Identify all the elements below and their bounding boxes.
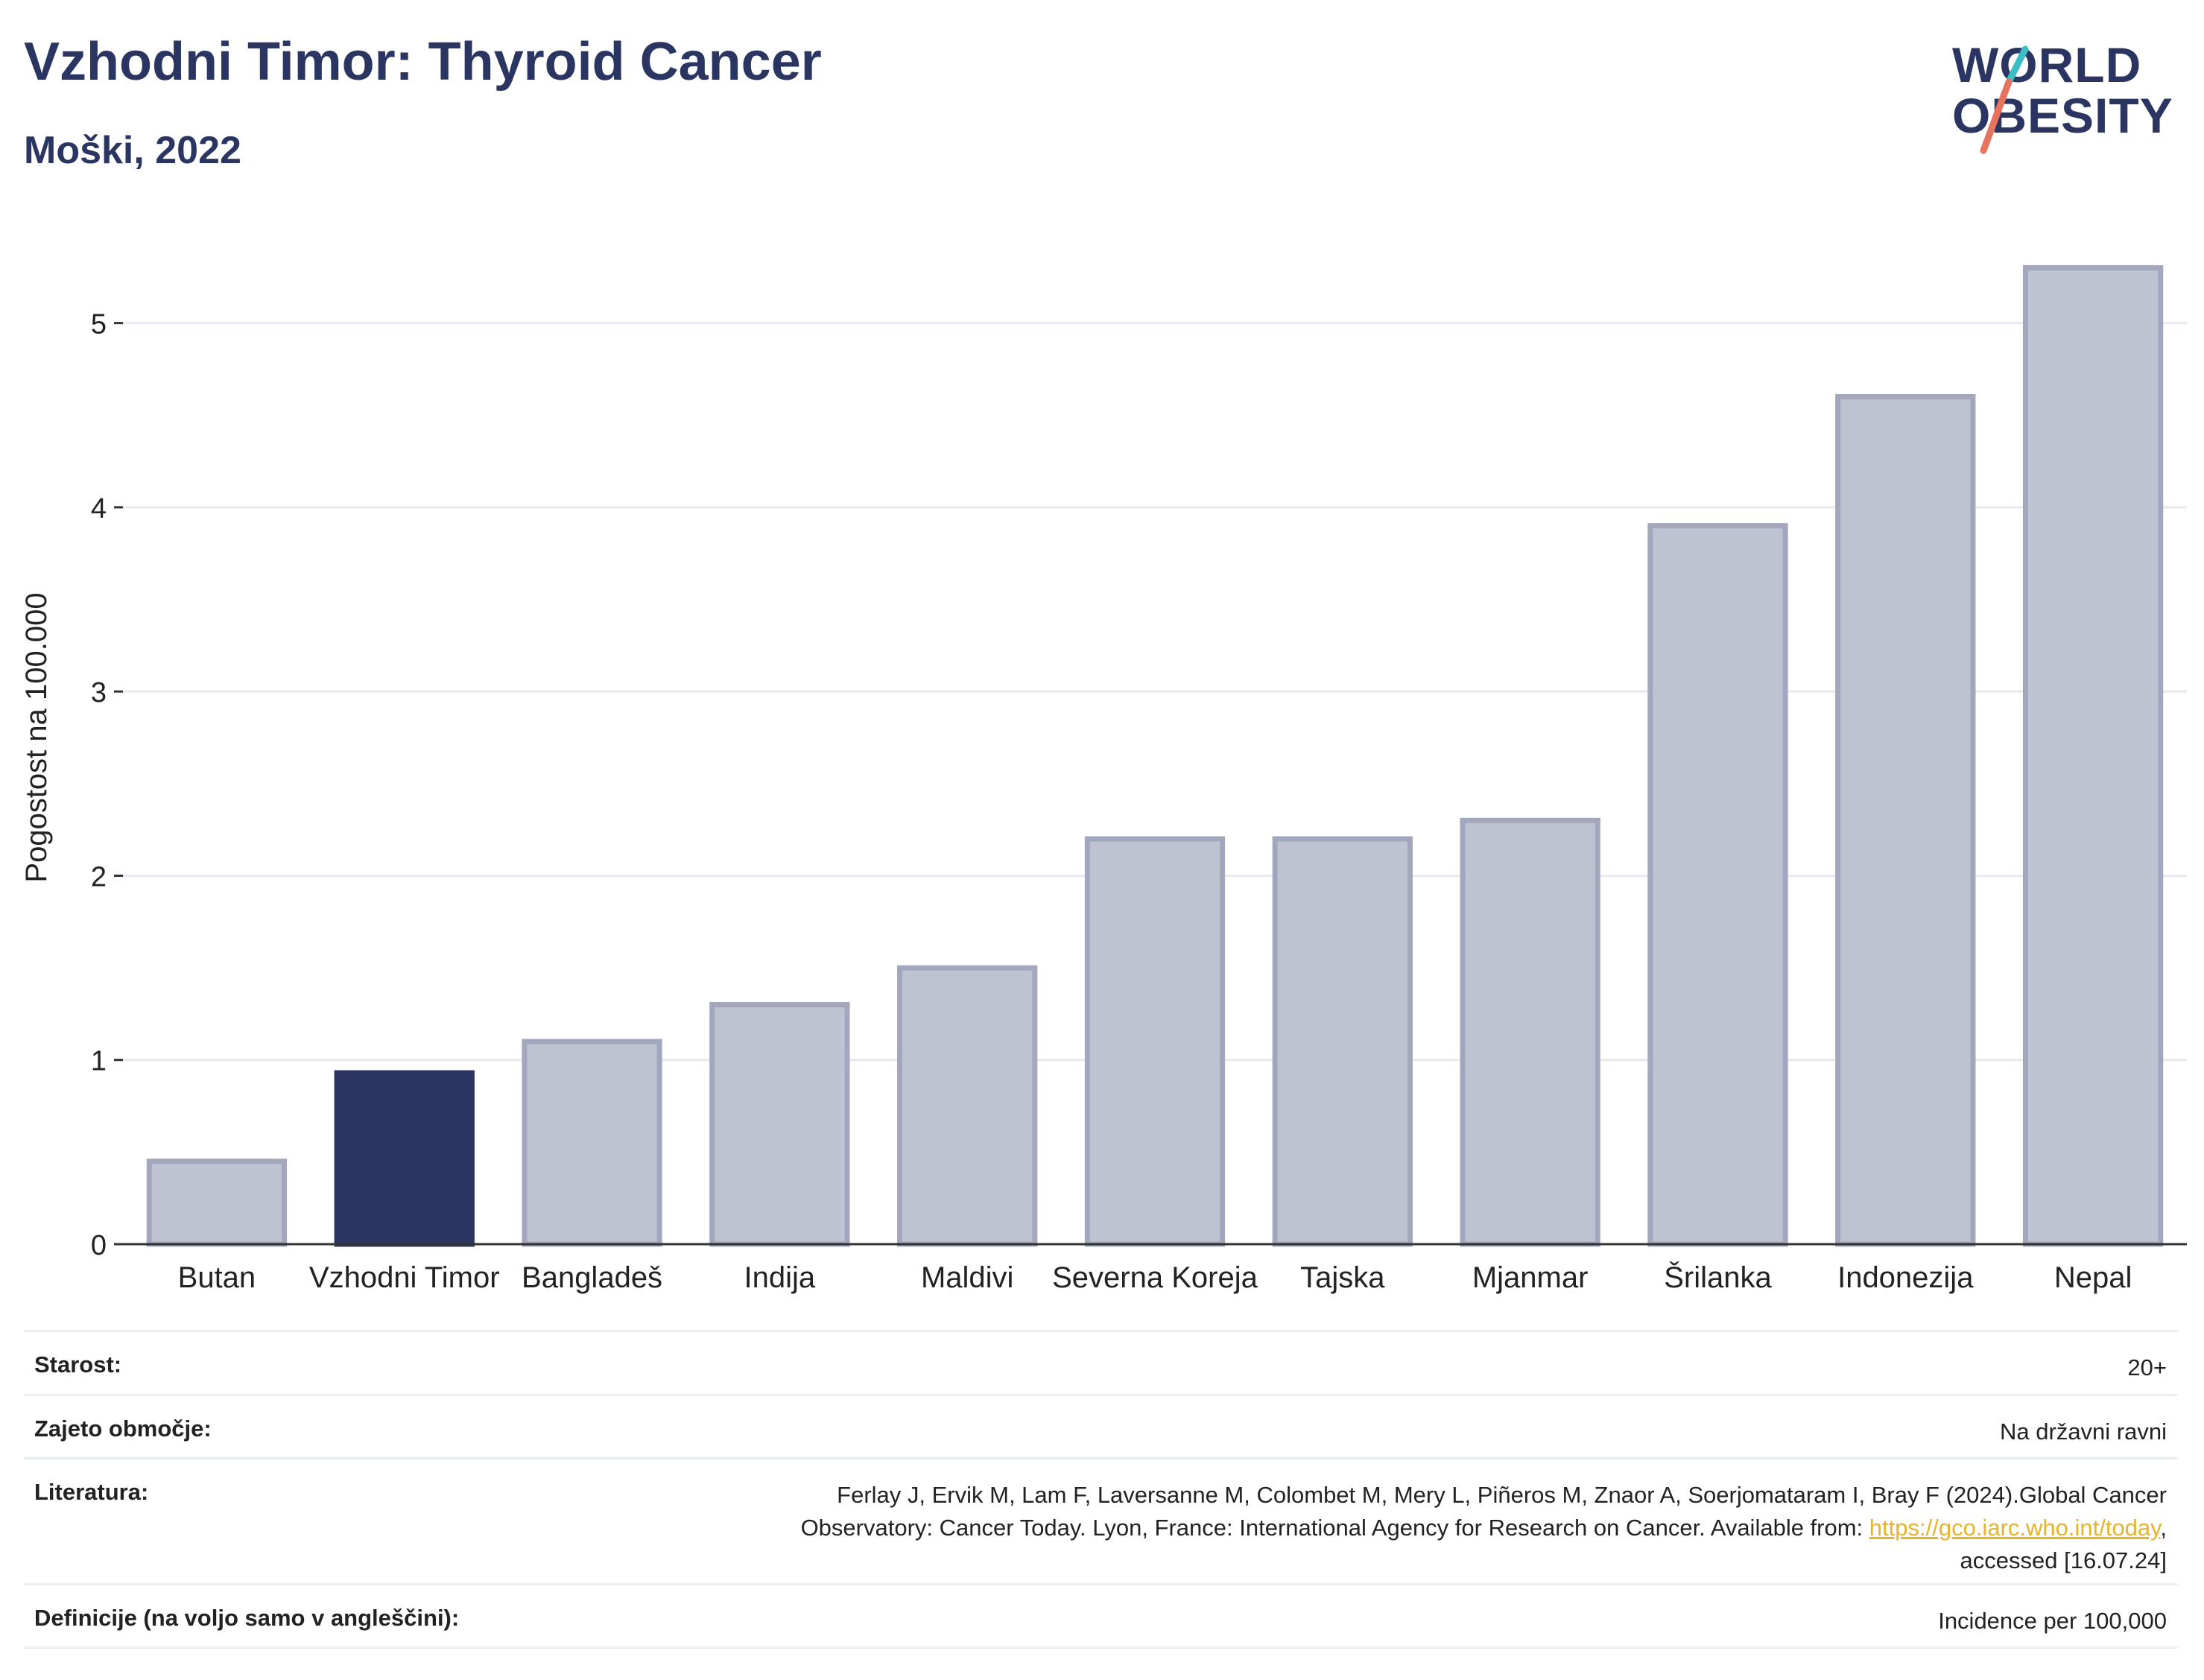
- bar-bangladeš: [522, 1039, 662, 1247]
- meta-row-literature: Literatura: Ferlay J, Ervik M, Lam F, La…: [24, 1457, 2177, 1583]
- x-tick-label: Tajska: [1300, 1261, 1385, 1294]
- age-label: Starost:: [34, 1351, 122, 1378]
- bar-maldivi: [897, 965, 1038, 1247]
- age-value: 20+: [2127, 1354, 2167, 1381]
- bar-chart: 0 1 2 3 4 5 Butan Vzhodni Timor Bangladeš Indija…: [20, 264, 2187, 1294]
- coverage-value: Na državni ravni: [2000, 1419, 2167, 1445]
- bar-nepal: [2022, 264, 2164, 1247]
- bar-indija: [709, 1002, 850, 1247]
- y-tick-label: 0: [91, 1230, 107, 1261]
- coverage-label: Zajeto območje:: [34, 1416, 212, 1442]
- bar-severna-koreja: [1084, 836, 1226, 1247]
- world-obesity-logo: WORLD OBESITY: [1937, 22, 2191, 164]
- bar-butan: [146, 1158, 288, 1247]
- x-tick-label: Indija: [744, 1261, 816, 1294]
- chart-bars: [146, 264, 2164, 1247]
- y-tick-label: 2: [91, 861, 107, 893]
- x-tick-label: Šrilanka: [1664, 1261, 1772, 1294]
- logo-slash-icon: [1980, 45, 2029, 154]
- literature-value: Ferlay J, Ervik M, Lam F, Laversanne M, …: [801, 1479, 2167, 1583]
- bar-vzhodni-timor: [334, 1070, 475, 1247]
- literature-label: Literatura:: [34, 1479, 149, 1505]
- logo-line-1: WORLD: [1952, 37, 2142, 92]
- x-tick-label: Nepal: [2054, 1261, 2132, 1294]
- bar-mjanmar: [1460, 817, 1600, 1247]
- literature-line-2-end: ,: [2160, 1515, 2167, 1541]
- page-subtitle: Moški, 2022: [24, 129, 241, 172]
- meta-row-age: Starost: 20+: [24, 1330, 2177, 1394]
- y-tick-label: 4: [91, 493, 107, 524]
- bar-tajska: [1272, 836, 1413, 1247]
- metadata-table: Starost: 20+ Zajeto območje: Na državni …: [24, 1330, 2177, 1649]
- x-axis-ticks: Butan Vzhodni Timor Bangladeš Indija Maldivi…: [178, 1261, 2132, 1294]
- bar-indonezija: [1835, 394, 1976, 1247]
- literature-line-2: Observatory: Cancer Today. Lyon, France:…: [800, 1515, 1869, 1541]
- x-tick-label: Severna Koreja: [1052, 1261, 1258, 1294]
- page-title: Vzhodni Timor: Thyroid Cancer: [24, 32, 822, 92]
- x-tick-label: Mjanmar: [1472, 1261, 1589, 1294]
- x-tick-label: Bangladeš: [522, 1261, 662, 1294]
- literature-line-3: accessed [16.07.24]: [1960, 1547, 2167, 1573]
- literature-line-1: Ferlay J, Ervik M, Lam F, Laversanne M, …: [837, 1482, 2167, 1508]
- y-tick-label: 3: [91, 677, 107, 709]
- x-tick-label: Maldivi: [921, 1261, 1013, 1294]
- y-tick-label: 5: [91, 309, 107, 340]
- y-axis-label: Pogostost na 100.000: [20, 592, 53, 882]
- x-tick-label: Indonezija: [1837, 1261, 1974, 1294]
- meta-row-coverage: Zajeto območje: Na državni ravni: [24, 1394, 2177, 1457]
- y-axis-ticks: 0 1 2 3 4 5: [91, 309, 123, 1261]
- literature-link[interactable]: https://gco.iarc.who.int/today: [1869, 1515, 2161, 1541]
- y-tick-label: 1: [91, 1046, 107, 1077]
- meta-row-definitions: Definicije (na voljo samo v angleščini):…: [24, 1583, 2177, 1649]
- x-tick-label: Butan: [178, 1261, 256, 1294]
- definitions-label: Definicije (na voljo samo v angleščini):: [34, 1605, 460, 1631]
- x-tick-label: Vzhodni Timor: [309, 1261, 500, 1294]
- bar-šrilanka: [1647, 523, 1788, 1247]
- definitions-value: Incidence per 100,000: [1938, 1608, 2167, 1634]
